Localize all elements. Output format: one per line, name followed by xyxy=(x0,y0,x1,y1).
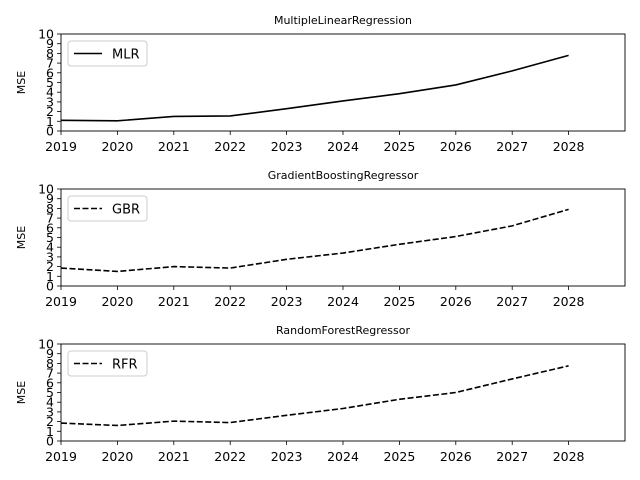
x-tick-label: 2024 xyxy=(327,139,359,154)
x-tick-label: 2022 xyxy=(214,294,246,309)
y-tick-label: 10 xyxy=(38,27,54,42)
y-tick-label: 6 xyxy=(46,375,54,390)
legend-label: RFR xyxy=(112,358,138,373)
y-tick-label: 3 xyxy=(46,404,54,419)
y-tick-label: 1 xyxy=(46,269,54,284)
x-tick-label: 2027 xyxy=(496,139,528,154)
y-tick-label: 0 xyxy=(46,279,54,294)
x-tick-label: 2023 xyxy=(271,449,303,464)
y-tick-label: 8 xyxy=(46,356,54,371)
series-line-mlr xyxy=(60,54,569,122)
y-axis-label: MSE xyxy=(15,381,28,404)
y-tick-label: 4 xyxy=(46,85,54,100)
y-tick-label: 5 xyxy=(46,385,54,400)
x-tick-label: 2022 xyxy=(214,449,246,464)
series-line-gbr xyxy=(60,208,569,273)
y-tick-label: 10 xyxy=(38,182,54,197)
x-tick-label: 2023 xyxy=(271,139,303,154)
axes-frame xyxy=(60,188,626,287)
x-tick-label: 2028 xyxy=(553,294,585,309)
x-tick-label: 2026 xyxy=(440,449,472,464)
y-axis-label: MSE xyxy=(15,71,28,94)
series-line-rfr xyxy=(60,365,569,427)
y-tick-label: 0 xyxy=(46,434,54,449)
y-tick-label: 5 xyxy=(46,230,54,245)
y-tick-label: 3 xyxy=(46,94,54,109)
x-tick-label: 2022 xyxy=(214,139,246,154)
y-tick-label: 4 xyxy=(46,240,54,255)
y-tick-label: 7 xyxy=(46,56,54,71)
x-tick-label: 2025 xyxy=(383,449,415,464)
x-tick-label: 2019 xyxy=(45,139,77,154)
y-tick-label: 9 xyxy=(46,36,54,51)
chart-panel-2: GradientBoostingRegressor MSE 012345678910… xyxy=(15,169,626,309)
y-tick-label: 4 xyxy=(46,395,54,410)
y-tick-label: 6 xyxy=(46,220,54,235)
x-tick-label: 2019 xyxy=(45,449,77,464)
x-tick-label: 2021 xyxy=(158,294,190,309)
chart-title: RandomForestRegressor xyxy=(276,324,410,337)
y-tick-label: 7 xyxy=(46,211,54,226)
y-tick-label: 2 xyxy=(46,104,54,119)
x-tick-label: 2026 xyxy=(440,139,472,154)
y-tick-label: 2 xyxy=(46,414,54,429)
x-tick-label: 2020 xyxy=(101,139,133,154)
y-tick-label: 7 xyxy=(46,366,54,381)
y-tick-label: 2 xyxy=(46,259,54,274)
axes-frame xyxy=(60,33,626,132)
x-tick-label: 2021 xyxy=(158,139,190,154)
x-tick-label: 2025 xyxy=(383,139,415,154)
x-tick-label: 2020 xyxy=(101,294,133,309)
x-tick-label: 2021 xyxy=(158,449,190,464)
y-tick-label: 9 xyxy=(46,191,54,206)
y-tick-label: 0 xyxy=(46,124,54,139)
x-tick-label: 2028 xyxy=(553,139,585,154)
axes-frame xyxy=(60,343,626,442)
x-tick-label: 2025 xyxy=(383,294,415,309)
legend-label: MLR xyxy=(112,48,140,63)
chart-title: GradientBoostingRegressor xyxy=(268,169,419,182)
x-tick-label: 2019 xyxy=(45,294,77,309)
x-tick-label: 2024 xyxy=(327,294,359,309)
y-tick-label: 6 xyxy=(46,65,54,80)
x-tick-label: 2024 xyxy=(327,449,359,464)
chart-title: MultipleLinearRegression xyxy=(274,14,412,27)
y-tick-label: 9 xyxy=(46,346,54,361)
x-tick-label: 2028 xyxy=(553,449,585,464)
y-tick-label: 1 xyxy=(46,114,54,129)
y-axis-label: MSE xyxy=(15,226,28,249)
legend-label: GBR xyxy=(112,203,140,218)
y-tick-label: 1 xyxy=(46,424,54,439)
y-tick-label: 5 xyxy=(46,75,54,90)
x-tick-label: 2023 xyxy=(271,294,303,309)
x-tick-label: 2020 xyxy=(101,449,133,464)
x-tick-label: 2026 xyxy=(440,294,472,309)
y-tick-label: 8 xyxy=(46,201,54,216)
legend-box xyxy=(67,350,148,377)
legend-box xyxy=(67,40,148,67)
y-tick-label: 10 xyxy=(38,337,54,352)
x-tick-label: 2027 xyxy=(496,449,528,464)
y-tick-label: 3 xyxy=(46,249,54,264)
legend-box xyxy=(67,195,148,222)
y-tick-label: 8 xyxy=(46,46,54,61)
x-tick-label: 2027 xyxy=(496,294,528,309)
